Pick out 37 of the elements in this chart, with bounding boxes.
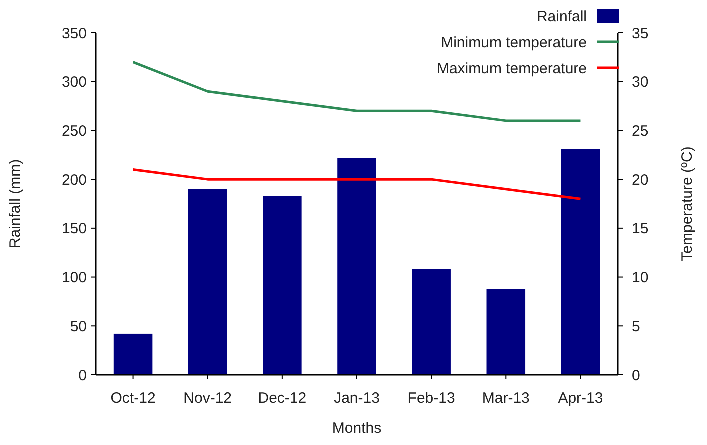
x-tick-label: Oct-12 bbox=[110, 390, 156, 407]
x-tick-label: Mar-13 bbox=[482, 390, 530, 407]
bar bbox=[486, 289, 526, 375]
legend-label: Maximum temperature bbox=[436, 60, 587, 78]
y-tick-label: 350 bbox=[62, 25, 87, 42]
legend-label: Minimum temperature bbox=[441, 34, 587, 52]
y2-tick-label: 5 bbox=[632, 318, 640, 336]
y2-tick-label: 10 bbox=[632, 270, 649, 287]
y2-tick-label: 35 bbox=[632, 25, 649, 42]
bar bbox=[561, 149, 600, 375]
x-tick-label: Apr-13 bbox=[558, 390, 604, 407]
bar bbox=[263, 196, 302, 375]
x-tick-label: Nov-12 bbox=[184, 390, 232, 407]
y2-tick-label: 30 bbox=[632, 74, 649, 92]
y-tick-label: 250 bbox=[62, 122, 87, 140]
y2-tick-label: 25 bbox=[632, 122, 649, 140]
x-tick-label: Feb-13 bbox=[408, 390, 456, 407]
y2-tick-label: 20 bbox=[632, 172, 649, 189]
y-tick-label: 200 bbox=[62, 172, 87, 189]
bar bbox=[188, 189, 228, 375]
y-axis-title: Rainfall (mm) bbox=[7, 159, 24, 249]
y2-axis-title: Temperature (ºC) bbox=[679, 146, 696, 262]
bar bbox=[412, 269, 451, 375]
line-series bbox=[132, 168, 582, 200]
y-tick-label: 50 bbox=[70, 318, 87, 336]
legend-label: Rainfall bbox=[536, 8, 587, 26]
y2-tick-label: 15 bbox=[632, 220, 649, 238]
y-tick-label: 100 bbox=[62, 270, 87, 287]
y-tick-label: 0 bbox=[78, 367, 87, 384]
y-tick-label: 300 bbox=[62, 74, 87, 92]
bar bbox=[338, 158, 376, 375]
bar bbox=[114, 334, 153, 375]
x-axis-title: Months bbox=[332, 420, 382, 437]
x-tick-label: Jan-13 bbox=[334, 390, 380, 407]
y-tick-label: 150 bbox=[62, 220, 87, 238]
y2-tick-label: 0 bbox=[632, 367, 640, 384]
x-tick-label: Dec-12 bbox=[258, 390, 307, 407]
